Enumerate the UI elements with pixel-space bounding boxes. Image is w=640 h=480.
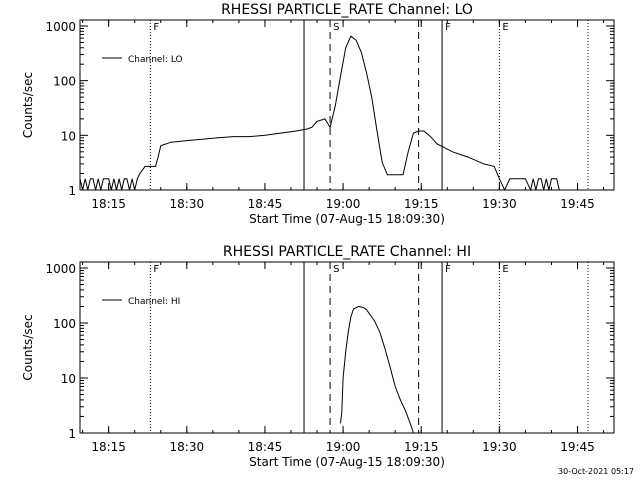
x-tick-label: 18:30 bbox=[170, 197, 205, 211]
legend-entry: Channel: HI bbox=[128, 297, 180, 307]
annotation-label: F bbox=[445, 22, 451, 33]
x-tick-label: 19:15 bbox=[404, 197, 439, 211]
chart-panel-lo: RHESSI PARTICLE_RATE Channel: LO 18:15 18:… bbox=[21, 2, 615, 226]
series-line bbox=[79, 35, 562, 192]
x-tick-label: 18:45 bbox=[248, 197, 283, 211]
chart-title: RHESSI PARTICLE_RATE Channel: LO bbox=[221, 2, 473, 18]
x-tick-label: 18:45 bbox=[248, 440, 283, 454]
annotation-label: F bbox=[445, 264, 451, 275]
x-tick-label: 18:30 bbox=[170, 440, 205, 454]
annotation-label: F bbox=[153, 264, 159, 275]
y-tick-label: 100 bbox=[53, 75, 76, 89]
x-tick-label: 18:15 bbox=[91, 440, 126, 454]
x-tick-label: 19:45 bbox=[560, 197, 595, 211]
x-tick-label: 19:30 bbox=[482, 197, 517, 211]
series-line bbox=[340, 305, 414, 434]
x-tick-label: 19:00 bbox=[326, 197, 361, 211]
x-axis-label: Start Time (07-Aug-15 18:09:30) bbox=[249, 212, 445, 226]
footer-timestamp: 30-Oct-2021 05:17 bbox=[558, 467, 634, 476]
annotation-label: F bbox=[153, 22, 159, 33]
y-tick-label: 1 bbox=[68, 427, 76, 441]
x-axis-label: Start Time (07-Aug-15 18:09:30) bbox=[249, 455, 445, 469]
chart-title: RHESSI PARTICLE_RATE Channel: HI bbox=[223, 244, 471, 260]
chart-panel-hi: RHESSI PARTICLE_RATE Channel: HI 18:15 18:… bbox=[21, 244, 615, 469]
y-tick-label: 1 bbox=[68, 184, 76, 198]
y-tick-label: 1000 bbox=[45, 20, 76, 34]
x-tick-label: 18:15 bbox=[91, 197, 126, 211]
y-axis-label: Counts/sec bbox=[21, 314, 35, 380]
y-axis-label: Counts/sec bbox=[21, 72, 35, 138]
legend-entry: Channel: LO bbox=[128, 55, 183, 65]
annotation-label: E bbox=[502, 264, 508, 275]
y-tick-label: 10 bbox=[61, 129, 76, 143]
y-tick-label: 100 bbox=[53, 317, 76, 331]
plot-frame bbox=[79, 19, 615, 191]
x-tick-label: 19:45 bbox=[560, 440, 595, 454]
annotation-label: S bbox=[333, 22, 339, 33]
y-tick-label: 10 bbox=[61, 372, 76, 386]
y-tick-label: 1000 bbox=[45, 262, 76, 276]
plot-frame bbox=[79, 261, 615, 434]
x-tick-label: 19:00 bbox=[326, 440, 361, 454]
x-tick-label: 19:15 bbox=[404, 440, 439, 454]
annotation-label: S bbox=[333, 264, 339, 275]
x-tick-label: 19:30 bbox=[482, 440, 517, 454]
annotation-label: E bbox=[502, 22, 508, 33]
